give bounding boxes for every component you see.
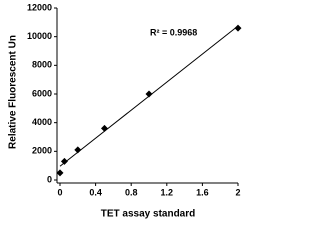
y-tick-label: 12000 bbox=[27, 2, 52, 12]
point bbox=[101, 124, 108, 132]
annotation: R² = 0.9968 bbox=[150, 27, 197, 37]
point bbox=[60, 157, 68, 165]
chart: TET assay standard Relative Fluorescent … bbox=[8, 2, 242, 220]
y-tick-label: 0 bbox=[47, 174, 52, 184]
x-tick-label: 0 bbox=[57, 187, 62, 197]
x-tick-label: 2 bbox=[235, 187, 240, 197]
x-tick-label: 1.2 bbox=[161, 187, 174, 197]
y-tick-label: 8000 bbox=[32, 60, 52, 70]
y-tick-label: 10000 bbox=[27, 31, 52, 41]
y-tick-label: 6000 bbox=[32, 88, 52, 98]
x-axis-label: TET assay standard bbox=[101, 209, 195, 220]
y-axis-label: Relative Fluorescent Un bbox=[8, 35, 19, 149]
point bbox=[56, 169, 64, 177]
x-tick-label: 0.8 bbox=[125, 187, 138, 197]
y-tick-label: 2000 bbox=[32, 146, 52, 156]
y-tick-label: 4000 bbox=[32, 117, 52, 127]
x-tick-label: 0.4 bbox=[89, 187, 102, 197]
point bbox=[234, 24, 242, 32]
x-tick-label: 1.6 bbox=[196, 187, 209, 197]
point bbox=[145, 90, 153, 98]
point bbox=[74, 146, 82, 154]
